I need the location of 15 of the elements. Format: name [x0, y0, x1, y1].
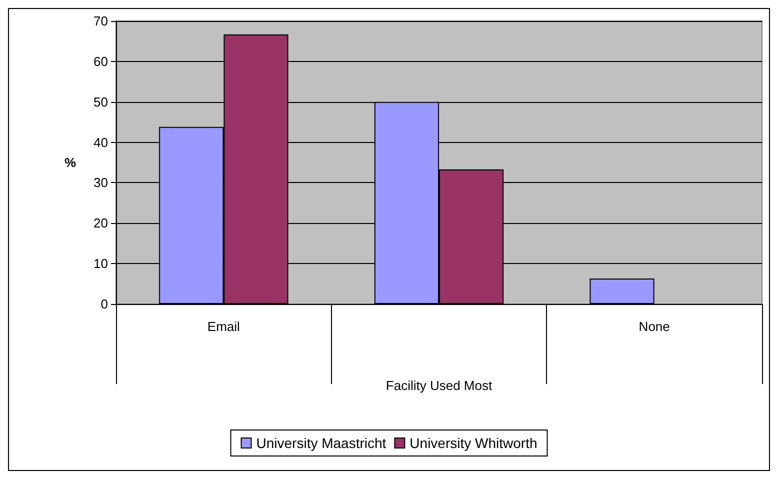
y-axis-title: % [64, 155, 76, 170]
y-tick-label: 30 [94, 175, 108, 190]
x-axis-title: Facility Used Most [386, 378, 492, 393]
y-tick-label: 70 [94, 14, 108, 28]
y-tick-label: 40 [94, 134, 108, 150]
bar [590, 278, 654, 304]
legend-label: University Whitworth [410, 435, 538, 451]
x-tick-label: Email [207, 319, 240, 334]
y-tick-label: 60 [94, 54, 108, 69]
y-tick-label: 20 [94, 216, 108, 231]
x-tick-label: None [638, 319, 670, 334]
y-tick-label: 50 [94, 94, 108, 110]
y-tick-label: 10 [94, 256, 108, 272]
legend-label: University Maastricht [256, 435, 386, 451]
y-tick-label: 0 [100, 296, 108, 312]
